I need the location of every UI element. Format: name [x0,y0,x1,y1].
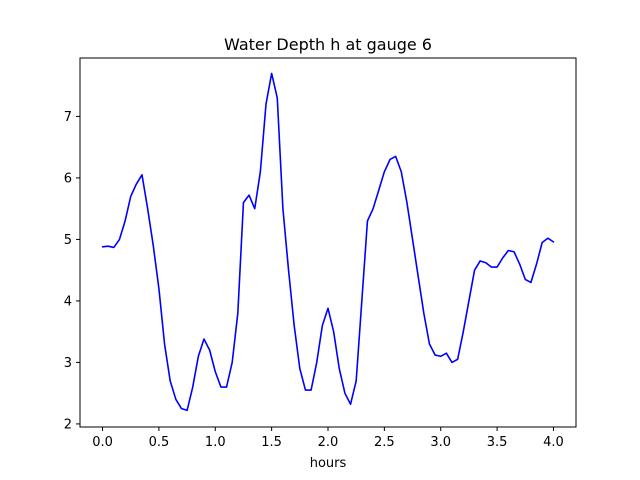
y-axis-ticks: 2 3 4 5 6 7 [64,110,80,432]
x-tick-label: 4.0 [543,435,564,450]
x-tick-label: 0.5 [149,435,170,450]
x-tick-label: 3.0 [430,435,451,450]
x-axis-title: hours [310,456,347,471]
x-axis-ticks: 0.0 0.5 1.0 1.5 2.0 2.5 3.0 3.5 4.0 [92,427,564,450]
series-line-0 [101,72,555,412]
y-tick-label: 7 [64,110,72,125]
x-tick-label: 0.0 [92,435,113,450]
y-tick-label: 2 [64,417,72,432]
y-tick-label: 3 [64,356,72,371]
y-tick-label: 5 [64,233,72,248]
x-tick-label: 3.5 [487,435,508,450]
y-tick-label: 6 [64,171,72,186]
x-tick-label: 1.0 [205,435,226,450]
x-tick-label: 1.5 [261,435,282,450]
y-tick-label: 4 [64,294,72,309]
x-tick-label: 2.5 [374,435,395,450]
chart-title: Water Depth h at gauge 6 [224,35,432,54]
x-tick-label: 2.0 [318,435,339,450]
